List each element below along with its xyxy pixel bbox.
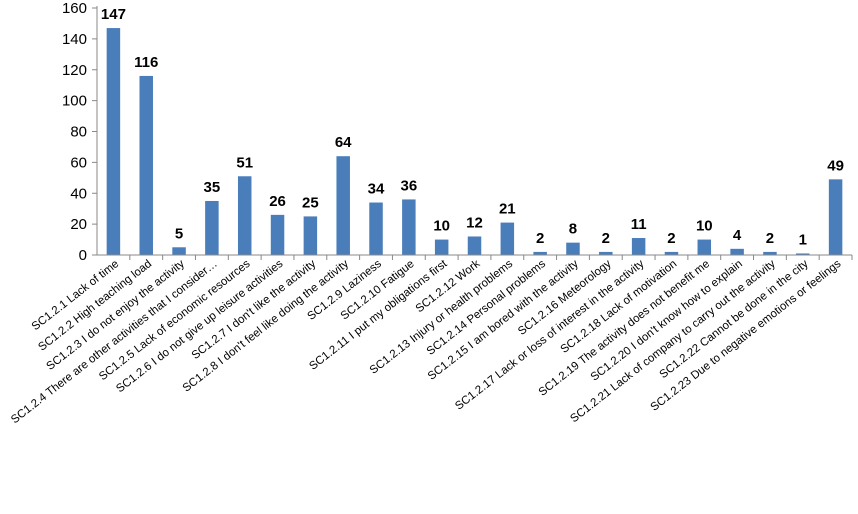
data-label: 2 <box>536 230 544 247</box>
bar <box>763 251 777 255</box>
bars <box>106 28 843 255</box>
data-label: 2 <box>602 230 610 247</box>
bar <box>106 28 121 255</box>
data-label: 21 <box>499 201 516 218</box>
bar <box>402 199 416 255</box>
data-label: 64 <box>335 134 352 151</box>
bar <box>730 248 744 255</box>
y-tick-label: 60 <box>70 154 87 171</box>
y-tick-label: 20 <box>70 216 87 233</box>
y-tick-label: 80 <box>70 124 87 141</box>
data-label: 2 <box>766 230 774 247</box>
data-label: 8 <box>569 221 577 238</box>
data-label: 12 <box>466 214 483 231</box>
bar <box>336 156 350 255</box>
bar <box>500 222 515 255</box>
data-label: 26 <box>269 193 286 210</box>
bar <box>599 251 613 255</box>
bar <box>533 251 547 255</box>
data-label: 11 <box>631 216 647 233</box>
y-tick-label: 120 <box>62 62 87 79</box>
y-tick-label: 100 <box>62 93 87 110</box>
data-label: 147 <box>101 6 126 23</box>
bar <box>139 75 153 255</box>
y-axis: 0 20 40 60 80 100 120 140 160 <box>62 0 98 264</box>
bar <box>664 251 679 255</box>
bar <box>369 202 383 255</box>
data-label: 49 <box>827 157 844 174</box>
bar <box>828 179 843 255</box>
y-tick-label: 160 <box>62 0 87 17</box>
bar <box>270 214 285 255</box>
y-tick-label: 40 <box>70 185 87 202</box>
data-label: 51 <box>236 154 253 171</box>
data-label: 116 <box>134 54 158 71</box>
bar <box>172 247 186 255</box>
y-tick-label: 140 <box>62 31 87 48</box>
data-label: 34 <box>368 181 385 198</box>
data-label: 36 <box>401 177 418 194</box>
bar <box>566 242 580 255</box>
bar <box>237 176 252 255</box>
data-label: 1 <box>799 231 807 248</box>
data-label: 4 <box>733 227 742 244</box>
bar <box>303 216 318 255</box>
data-label: 10 <box>696 218 713 235</box>
data-label: 25 <box>302 194 319 211</box>
y-tick-label: 0 <box>79 247 87 264</box>
bar <box>697 239 712 255</box>
bar <box>796 253 810 255</box>
data-label: 10 <box>433 218 450 235</box>
bar <box>467 236 482 255</box>
bar <box>631 238 646 255</box>
data-label: 35 <box>204 179 221 196</box>
data-label: 2 <box>667 230 675 247</box>
bar <box>434 239 449 255</box>
bar <box>205 200 219 255</box>
data-label: 5 <box>175 225 183 242</box>
